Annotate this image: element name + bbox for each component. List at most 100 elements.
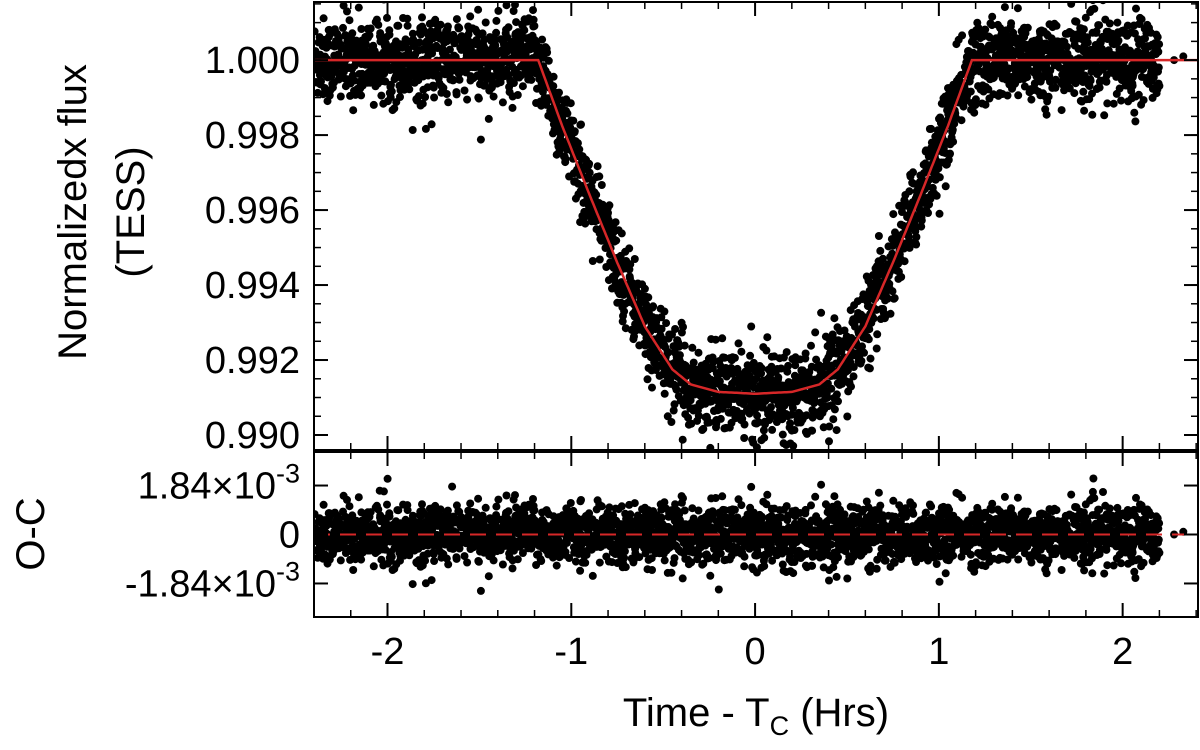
flux-point bbox=[883, 294, 892, 303]
residual-point bbox=[834, 553, 842, 562]
flux-point bbox=[617, 229, 626, 238]
flux-point bbox=[897, 273, 906, 281]
residual-point bbox=[605, 503, 614, 512]
flux-point bbox=[898, 208, 906, 216]
flux-point bbox=[843, 412, 852, 421]
flux-point bbox=[988, 21, 996, 30]
residual-point bbox=[430, 557, 439, 565]
flux-point bbox=[832, 390, 841, 399]
residual-point bbox=[671, 500, 680, 509]
residual-point bbox=[511, 491, 519, 500]
residual-point bbox=[376, 511, 385, 520]
flux-point bbox=[403, 21, 412, 30]
residual-data-points bbox=[314, 474, 1188, 595]
flux-point bbox=[518, 82, 527, 91]
flux-point bbox=[857, 357, 866, 365]
flux-y-axis-title-line1: Normalizedx flux bbox=[51, 64, 95, 360]
residual-point bbox=[421, 556, 430, 565]
flux-point bbox=[1103, 99, 1112, 108]
flux-point bbox=[970, 108, 979, 117]
residual-point bbox=[694, 551, 703, 560]
flux-point bbox=[1090, 4, 1099, 13]
flux-point bbox=[1123, 21, 1132, 30]
flux-point bbox=[866, 354, 875, 363]
flux-y-tick-label: 0.990 bbox=[205, 415, 300, 457]
flux-point bbox=[737, 347, 746, 356]
flux-point bbox=[1154, 63, 1163, 72]
residual-point bbox=[427, 576, 436, 585]
residual-point bbox=[680, 506, 689, 515]
flux-point bbox=[336, 92, 345, 101]
flux-point bbox=[958, 31, 967, 40]
flux-point bbox=[418, 13, 426, 22]
residual-point bbox=[754, 550, 763, 559]
residual-point bbox=[577, 496, 585, 504]
flux-y-tick-label: 0.998 bbox=[205, 115, 300, 157]
residual-point bbox=[825, 576, 833, 585]
flux-point bbox=[1155, 40, 1164, 49]
flux-point bbox=[1117, 96, 1126, 105]
residual-point bbox=[354, 493, 363, 502]
flux-panel-frame bbox=[313, 1, 1199, 451]
flux-point bbox=[983, 54, 992, 63]
transit-model-line bbox=[314, 58, 1198, 396]
residual-point bbox=[394, 506, 403, 515]
flux-point bbox=[782, 348, 791, 357]
flux-point bbox=[663, 412, 672, 421]
flux-point bbox=[1132, 4, 1140, 13]
flux-point bbox=[1007, 19, 1016, 28]
residual-point bbox=[383, 500, 391, 509]
flux-point bbox=[563, 109, 572, 118]
residual-point bbox=[474, 557, 483, 566]
flux-point bbox=[790, 426, 799, 434]
flux-point bbox=[847, 382, 855, 391]
flux-point bbox=[686, 396, 695, 405]
flux-point bbox=[981, 100, 990, 109]
flux-point bbox=[760, 433, 769, 442]
flux-point bbox=[858, 342, 866, 351]
flux-point bbox=[662, 319, 671, 328]
flux-point bbox=[759, 426, 768, 435]
flux-point bbox=[966, 87, 975, 96]
flux-point bbox=[492, 16, 501, 25]
flux-point bbox=[549, 82, 558, 91]
flux-point bbox=[981, 25, 990, 34]
flux-point bbox=[377, 91, 386, 100]
residual-point bbox=[678, 574, 687, 583]
flux-point bbox=[890, 294, 899, 303]
flux-point bbox=[643, 375, 652, 384]
residual-point bbox=[513, 555, 522, 564]
residual-point bbox=[694, 506, 703, 515]
flux-point bbox=[1128, 81, 1137, 90]
flux-point bbox=[439, 83, 448, 92]
residual-point bbox=[369, 562, 378, 571]
flux-point bbox=[1042, 110, 1051, 119]
flux-point bbox=[593, 162, 602, 171]
flux-point bbox=[1079, 87, 1088, 96]
flux-point bbox=[1003, 91, 1012, 100]
flux-point bbox=[354, 3, 363, 12]
residual-point bbox=[763, 490, 772, 499]
flux-point bbox=[971, 95, 980, 104]
residual-point bbox=[760, 562, 769, 571]
flux-point bbox=[784, 361, 793, 370]
flux-point bbox=[1016, 48, 1025, 57]
flux-y-tick-label: 1.000 bbox=[205, 40, 300, 82]
flux-point bbox=[649, 302, 658, 311]
residual-point bbox=[620, 547, 629, 556]
residual-point bbox=[436, 505, 445, 514]
flux-point bbox=[774, 373, 783, 382]
flux-point bbox=[1070, 89, 1079, 98]
residual-point bbox=[474, 494, 483, 503]
flux-point bbox=[484, 114, 493, 123]
flux-point bbox=[865, 364, 874, 373]
flux-point bbox=[754, 418, 763, 427]
flux-point bbox=[946, 149, 954, 158]
flux-point bbox=[575, 145, 584, 154]
flux-point bbox=[460, 86, 469, 95]
flux-point bbox=[905, 243, 914, 252]
residual-point bbox=[492, 502, 501, 511]
flux-point bbox=[1109, 99, 1118, 108]
flux-point bbox=[827, 384, 836, 393]
residual-point bbox=[711, 494, 720, 502]
